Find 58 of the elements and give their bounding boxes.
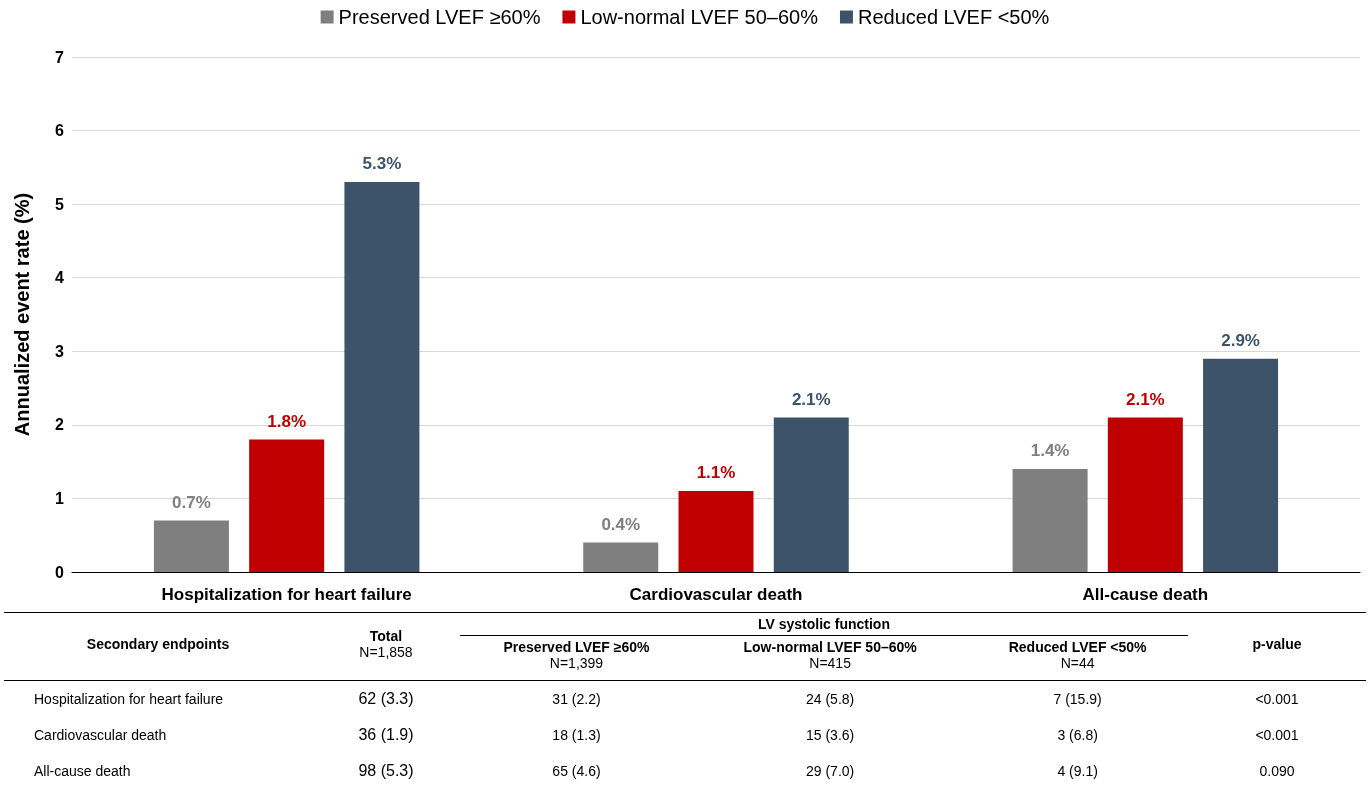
category-label: Reduced LVEF <50% N=44 — [1007, 638, 1148, 673]
category-label: Low-normal LVEF 50–60% N=415 — [742, 638, 918, 673]
bar — [583, 542, 659, 572]
bar — [1012, 469, 1088, 572]
text: <0.001 — [1255, 691, 1299, 707]
y-tick-label: 2 — [55, 416, 65, 434]
text: <0.001 — [1255, 727, 1299, 743]
legend-label: Reduced LVEF <50% — [857, 6, 1050, 28]
data-label: 2.9% — [1221, 330, 1260, 350]
y-tick-label: 4 — [55, 269, 65, 287]
bar — [1203, 358, 1279, 572]
category-label: Hospitalization for heart failure — [34, 691, 224, 707]
text: 4 (9.1) — [1057, 763, 1098, 779]
bar — [1107, 417, 1183, 572]
x-tick-label: Hospitalization for heart failure — [161, 585, 412, 604]
y-tick-label: 7 — [55, 48, 65, 66]
x-tick-label: All-cause death — [1082, 585, 1209, 604]
category-label: Total N=1,858 — [358, 626, 414, 662]
text: 36 (1.9) — [358, 726, 414, 743]
y-axis-title: Annualized event rate (%) — [11, 192, 33, 437]
bar — [249, 439, 325, 572]
text: 7 (15.9) — [1053, 691, 1102, 707]
bar — [773, 417, 849, 572]
text: 15 (3.6) — [806, 727, 855, 743]
bar — [153, 520, 229, 572]
bar — [344, 182, 420, 572]
y-tick-label: 3 — [55, 342, 65, 360]
text: 29 (7.0) — [806, 763, 855, 779]
y-tick-label: 6 — [55, 122, 65, 140]
x-tick-label: Cardiovascular death — [629, 585, 803, 604]
category-label: Preserved LVEF ≥60% N=1,399 — [502, 638, 651, 673]
y-tick-label: 1 — [55, 489, 65, 507]
data-label: 5.3% — [362, 154, 402, 174]
text: 62 (3.3) — [358, 690, 414, 707]
data-label: 2.1% — [791, 389, 831, 409]
category-label: p-value — [1252, 635, 1302, 652]
legend-label: Low-normal LVEF 50–60% — [580, 6, 819, 28]
text: 98 (5.3) — [358, 762, 414, 779]
text: LV systolic function — [758, 616, 890, 632]
text: 3 (6.8) — [1057, 727, 1098, 743]
category-label: All-cause death — [34, 763, 131, 779]
data-label: 2.1% — [1125, 389, 1165, 409]
text: 65 (4.6) — [552, 763, 601, 779]
text: 24 (5.8) — [806, 691, 855, 707]
data-label: 1.1% — [696, 463, 736, 483]
y-tick-label: 0 — [55, 563, 65, 581]
text: 18 (1.3) — [552, 727, 601, 743]
data-label: 1.8% — [267, 411, 307, 431]
data-label: 0.7% — [172, 492, 211, 512]
data-label: 1.4% — [1030, 441, 1070, 460]
y-tick-label: 5 — [55, 195, 65, 213]
category-label: Secondary endpoints — [86, 635, 230, 652]
legend-label: Preserved LVEF ≥60% — [338, 6, 541, 28]
data-label: 0.4% — [601, 514, 641, 534]
text: 0.090 — [1259, 763, 1295, 779]
text: 31 (2.2) — [552, 691, 601, 707]
category-label: Cardiovascular death — [34, 727, 167, 743]
bar — [678, 491, 754, 572]
